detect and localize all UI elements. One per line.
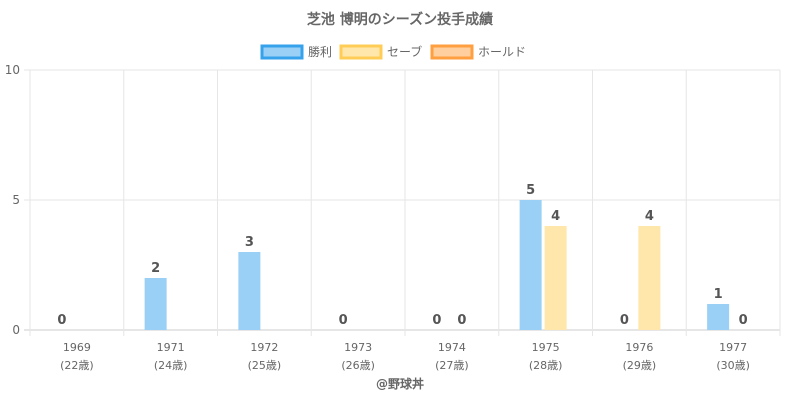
legend-swatch — [430, 44, 474, 60]
legend-swatch — [260, 44, 304, 60]
legend-swatch — [339, 44, 383, 60]
chart-title: 芝池 博明のシーズン投手成績 — [307, 11, 493, 28]
legend-label: セーブ — [387, 44, 422, 59]
x-tick-sublabel: (25歳) — [248, 359, 282, 372]
x-tick-sublabel: (22歳) — [60, 359, 94, 372]
legend: 勝利 セーブ ホールド — [260, 44, 526, 60]
x-tick-label: 1971 — [157, 341, 185, 354]
y-tick-label: 5 — [12, 193, 20, 207]
data-label: 1 — [714, 287, 723, 302]
bars — [144, 200, 730, 330]
x-tick-label: 1976 — [625, 341, 653, 354]
x-tick-label: 1972 — [250, 341, 278, 354]
credit-label: @野球丼 — [376, 376, 424, 391]
bar — [238, 252, 261, 330]
data-label: 0 — [620, 313, 629, 328]
x-axis-ticks: 1969 (22歳) 1971 (24歳) 1972 (25歳) 1973 (26歳) 1974… — [60, 341, 750, 372]
x-tick-sublabel: (27歳) — [435, 359, 469, 372]
data-labels: 0 2 3 0 0 0 5 4 0 4 1 0 — [57, 183, 747, 328]
y-tick-label: 0 — [12, 323, 20, 337]
x-tick-sublabel: (30歳) — [716, 359, 750, 372]
x-tick-sublabel: (29歳) — [623, 359, 657, 372]
x-tick-sublabel: (26歳) — [341, 359, 375, 372]
x-tick-label: 1977 — [719, 341, 747, 354]
legend-label: 勝利 — [308, 44, 332, 59]
bar — [519, 200, 542, 330]
x-tick-sublabel: (24歳) — [154, 359, 188, 372]
legend-label: ホールド — [478, 45, 526, 59]
data-label: 0 — [57, 313, 66, 328]
data-label: 0 — [457, 313, 466, 328]
x-tick-label: 1969 — [63, 341, 91, 354]
x-tick-sublabel: (28歳) — [529, 359, 563, 372]
data-label: 3 — [245, 235, 254, 250]
bar — [544, 226, 567, 330]
bar — [707, 304, 730, 330]
data-label: 0 — [739, 313, 748, 328]
data-label: 0 — [432, 313, 441, 328]
data-label: 0 — [339, 313, 348, 328]
data-label: 4 — [645, 209, 654, 224]
x-tick-label: 1973 — [344, 341, 372, 354]
y-tick-label: 10 — [5, 63, 20, 77]
data-label: 5 — [526, 183, 535, 198]
bar — [144, 278, 167, 330]
data-label: 2 — [151, 261, 160, 276]
x-tick-label: 1975 — [532, 341, 560, 354]
data-label: 4 — [551, 209, 560, 224]
x-tick-label: 1974 — [438, 341, 466, 354]
bar — [638, 226, 661, 330]
